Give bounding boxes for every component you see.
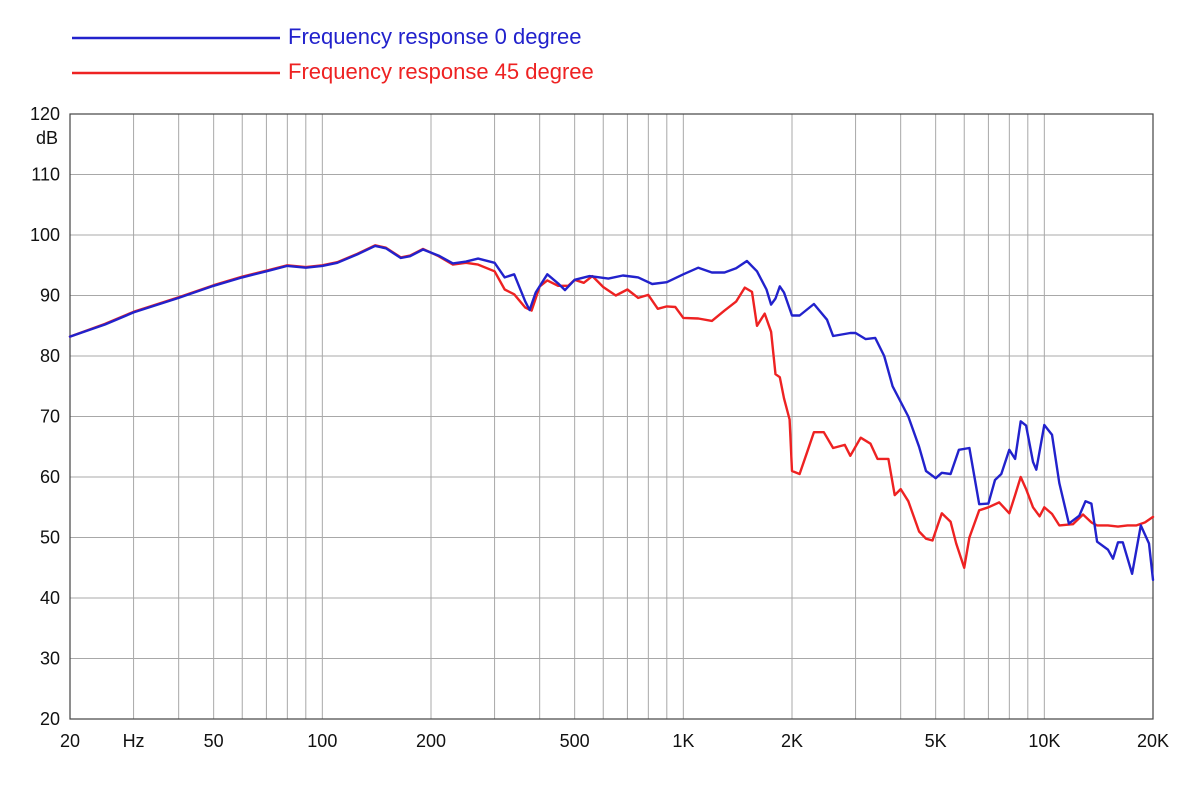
series-layer bbox=[68, 244, 1155, 582]
y-tick-label: 50 bbox=[40, 528, 60, 548]
y-gridlines bbox=[70, 113, 1153, 720]
x-unit-label: Hz bbox=[123, 731, 145, 751]
x-tick-label: 200 bbox=[416, 731, 446, 751]
y-tick-label: 100 bbox=[30, 225, 60, 245]
x-tick-label: 100 bbox=[307, 731, 337, 751]
y-tick-label: 120 bbox=[30, 104, 60, 124]
y-tick-label: 40 bbox=[40, 588, 60, 608]
series-line bbox=[68, 244, 1155, 582]
y-unit-label: dB bbox=[36, 128, 58, 148]
y-tick-label: 70 bbox=[40, 407, 60, 427]
x-tick-labels: 20 50 100 200 500 1K 2K 5K 10K 20K bbox=[60, 731, 1169, 751]
y-tick-labels: 20 30 40 50 60 70 80 90 100 110 120 bbox=[30, 104, 60, 729]
y-tick-label: 90 bbox=[40, 286, 60, 306]
x-tick-label: 20K bbox=[1137, 731, 1169, 751]
y-tick-label: 20 bbox=[40, 709, 60, 729]
legend-label: Frequency response 45 degree bbox=[288, 59, 594, 84]
series-line bbox=[68, 244, 1155, 569]
plot-border bbox=[69, 113, 1154, 720]
y-tick-label: 110 bbox=[31, 165, 60, 185]
y-tick-label: 60 bbox=[40, 467, 60, 487]
x-tick-label: 10K bbox=[1028, 731, 1060, 751]
x-tick-label: 5K bbox=[925, 731, 947, 751]
x-tick-label: 20 bbox=[60, 731, 80, 751]
x-tick-label: 50 bbox=[204, 731, 224, 751]
legend-label: Frequency response 0 degree bbox=[288, 24, 582, 49]
x-tick-label: 500 bbox=[560, 731, 590, 751]
y-tick-label: 80 bbox=[40, 346, 60, 366]
x-tick-label: 1K bbox=[672, 731, 694, 751]
legend: Frequency response 0 degree Frequency res… bbox=[72, 24, 594, 84]
x-tick-label: 2K bbox=[781, 731, 803, 751]
y-tick-label: 30 bbox=[40, 649, 60, 669]
